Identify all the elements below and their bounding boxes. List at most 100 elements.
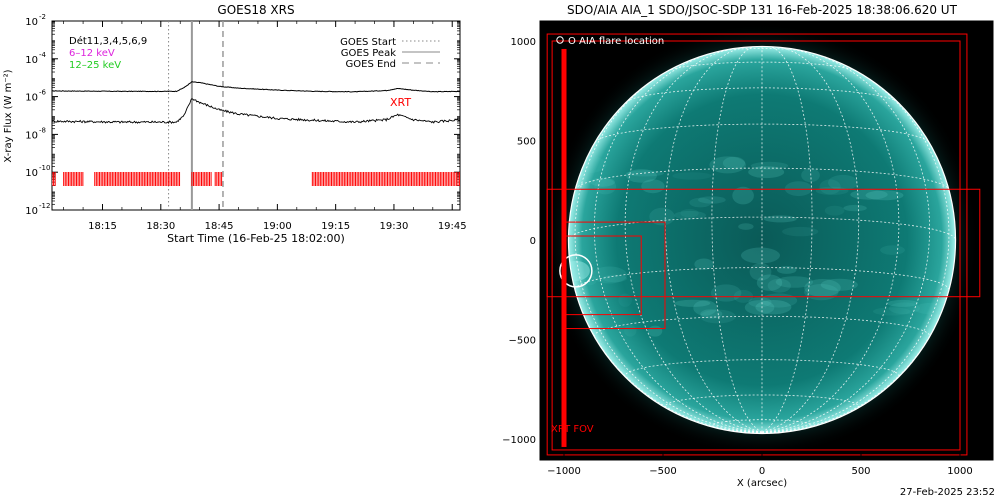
active-region [824,205,845,216]
legend-circle-icon [556,36,564,44]
flare-location-marker [559,254,593,288]
x-tick-label: 18:30 [146,221,175,232]
xrt-annotation: XRT [390,96,411,109]
y-tick-label: 10 [25,130,38,141]
active-region [776,265,797,274]
y-tick-label: 10 [25,168,38,179]
active-region [748,166,785,179]
active-region [744,300,775,315]
active-region [755,300,792,315]
active-region [700,309,723,319]
xrt-interval [214,172,223,186]
active-region [647,325,663,337]
xrt-fov-label: XRT FOV [551,424,594,435]
goes-title: GOES18 XRS [217,3,294,17]
y-tick-exponent: -10 [39,164,50,172]
y-tick-exponent: -4 [39,51,47,59]
y-tick-exponent: -8 [39,126,46,134]
active-region [887,299,919,307]
aia-title: SDO/AIA AIA_1 SDO/JSOC-SDP 131 16-Feb-20… [567,3,958,17]
active-region [618,293,632,307]
aia-y-tick-label: 0 [530,236,536,247]
grid-line [761,46,813,433]
y-tick-label: 10 [25,55,38,66]
y-tick-exponent: -6 [39,89,47,97]
xrt-interval [94,172,181,186]
active-region [850,189,888,200]
y-tick-label: 10 [25,17,38,28]
active-region [602,274,627,283]
y-tick-label: 10 [25,93,38,104]
aia-x-tick-label: 500 [851,466,870,477]
aia-y-tick-label: 500 [517,137,536,148]
active-region [625,170,665,177]
grid-line [761,63,950,433]
aia-x-axis-label: X (arcsec) [737,478,787,489]
active-region [680,208,699,218]
grid-line [711,46,763,433]
xrt-interval [191,172,212,186]
x-tick-label: 19:30 [380,221,409,232]
active-region [749,262,772,281]
active-region [815,186,849,195]
aia-y-tick-label: 1000 [511,37,536,48]
active-region [674,210,706,220]
grid-line [594,50,763,433]
aia-legend: O AIA flare location [568,36,664,47]
y-tick-label: 10 [25,206,38,217]
x-tick-label: 19:00 [263,221,292,232]
active-region [748,297,772,308]
active-region [843,204,867,212]
grid-line [574,63,763,433]
active-region [750,161,789,170]
goes-series-line [52,98,460,124]
x-tick-label: 19:45 [438,221,467,232]
legend-entry-left: Dét11,3,4,5,6,9 [69,35,147,47]
solar-limb [567,45,957,435]
active-region [819,179,841,195]
active-region [594,178,617,195]
aia-x-tick-label: −500 [649,466,676,477]
active-region [784,181,813,197]
goes-series-line [52,81,460,93]
legend-entry-right: GOES End [346,59,396,70]
legend-entry-right: GOES Peak [341,48,396,59]
active-region [738,223,754,230]
aia-y-tick-label: −500 [509,336,536,347]
active-region [710,284,742,302]
grid-line [574,267,950,290]
goes-series [52,81,460,124]
y-tick-exponent: -12 [39,202,50,210]
active-region [880,245,905,255]
grid-line [761,50,930,433]
fov-box [546,188,981,298]
aia-x-tick-label: 0 [759,466,765,477]
active-region [672,172,712,180]
legend-entry-right: GOES Start [340,37,396,48]
xrt-interval [63,172,84,186]
legend-entry-left: 6–12 keV [69,48,115,59]
active-region [756,274,783,291]
active-region [804,284,839,301]
aia-panel: SDO/AIA AIA_1 SDO/JSOC-SDP 131 16-Feb-20… [502,3,994,489]
grid-line [664,46,763,433]
active-region [888,302,920,315]
active-region [700,309,736,324]
active-region [698,196,726,204]
active-region [767,278,791,293]
active-region [828,174,858,191]
active-region [674,299,711,307]
x-tick-label: 18:45 [205,221,234,232]
active-region [624,325,637,337]
grid-line [761,47,900,433]
grid-line [667,61,857,72]
active-region [872,307,911,316]
x-tick-label: 19:15 [321,221,350,232]
active-region [763,215,797,223]
fov-edge-bar [561,48,567,447]
